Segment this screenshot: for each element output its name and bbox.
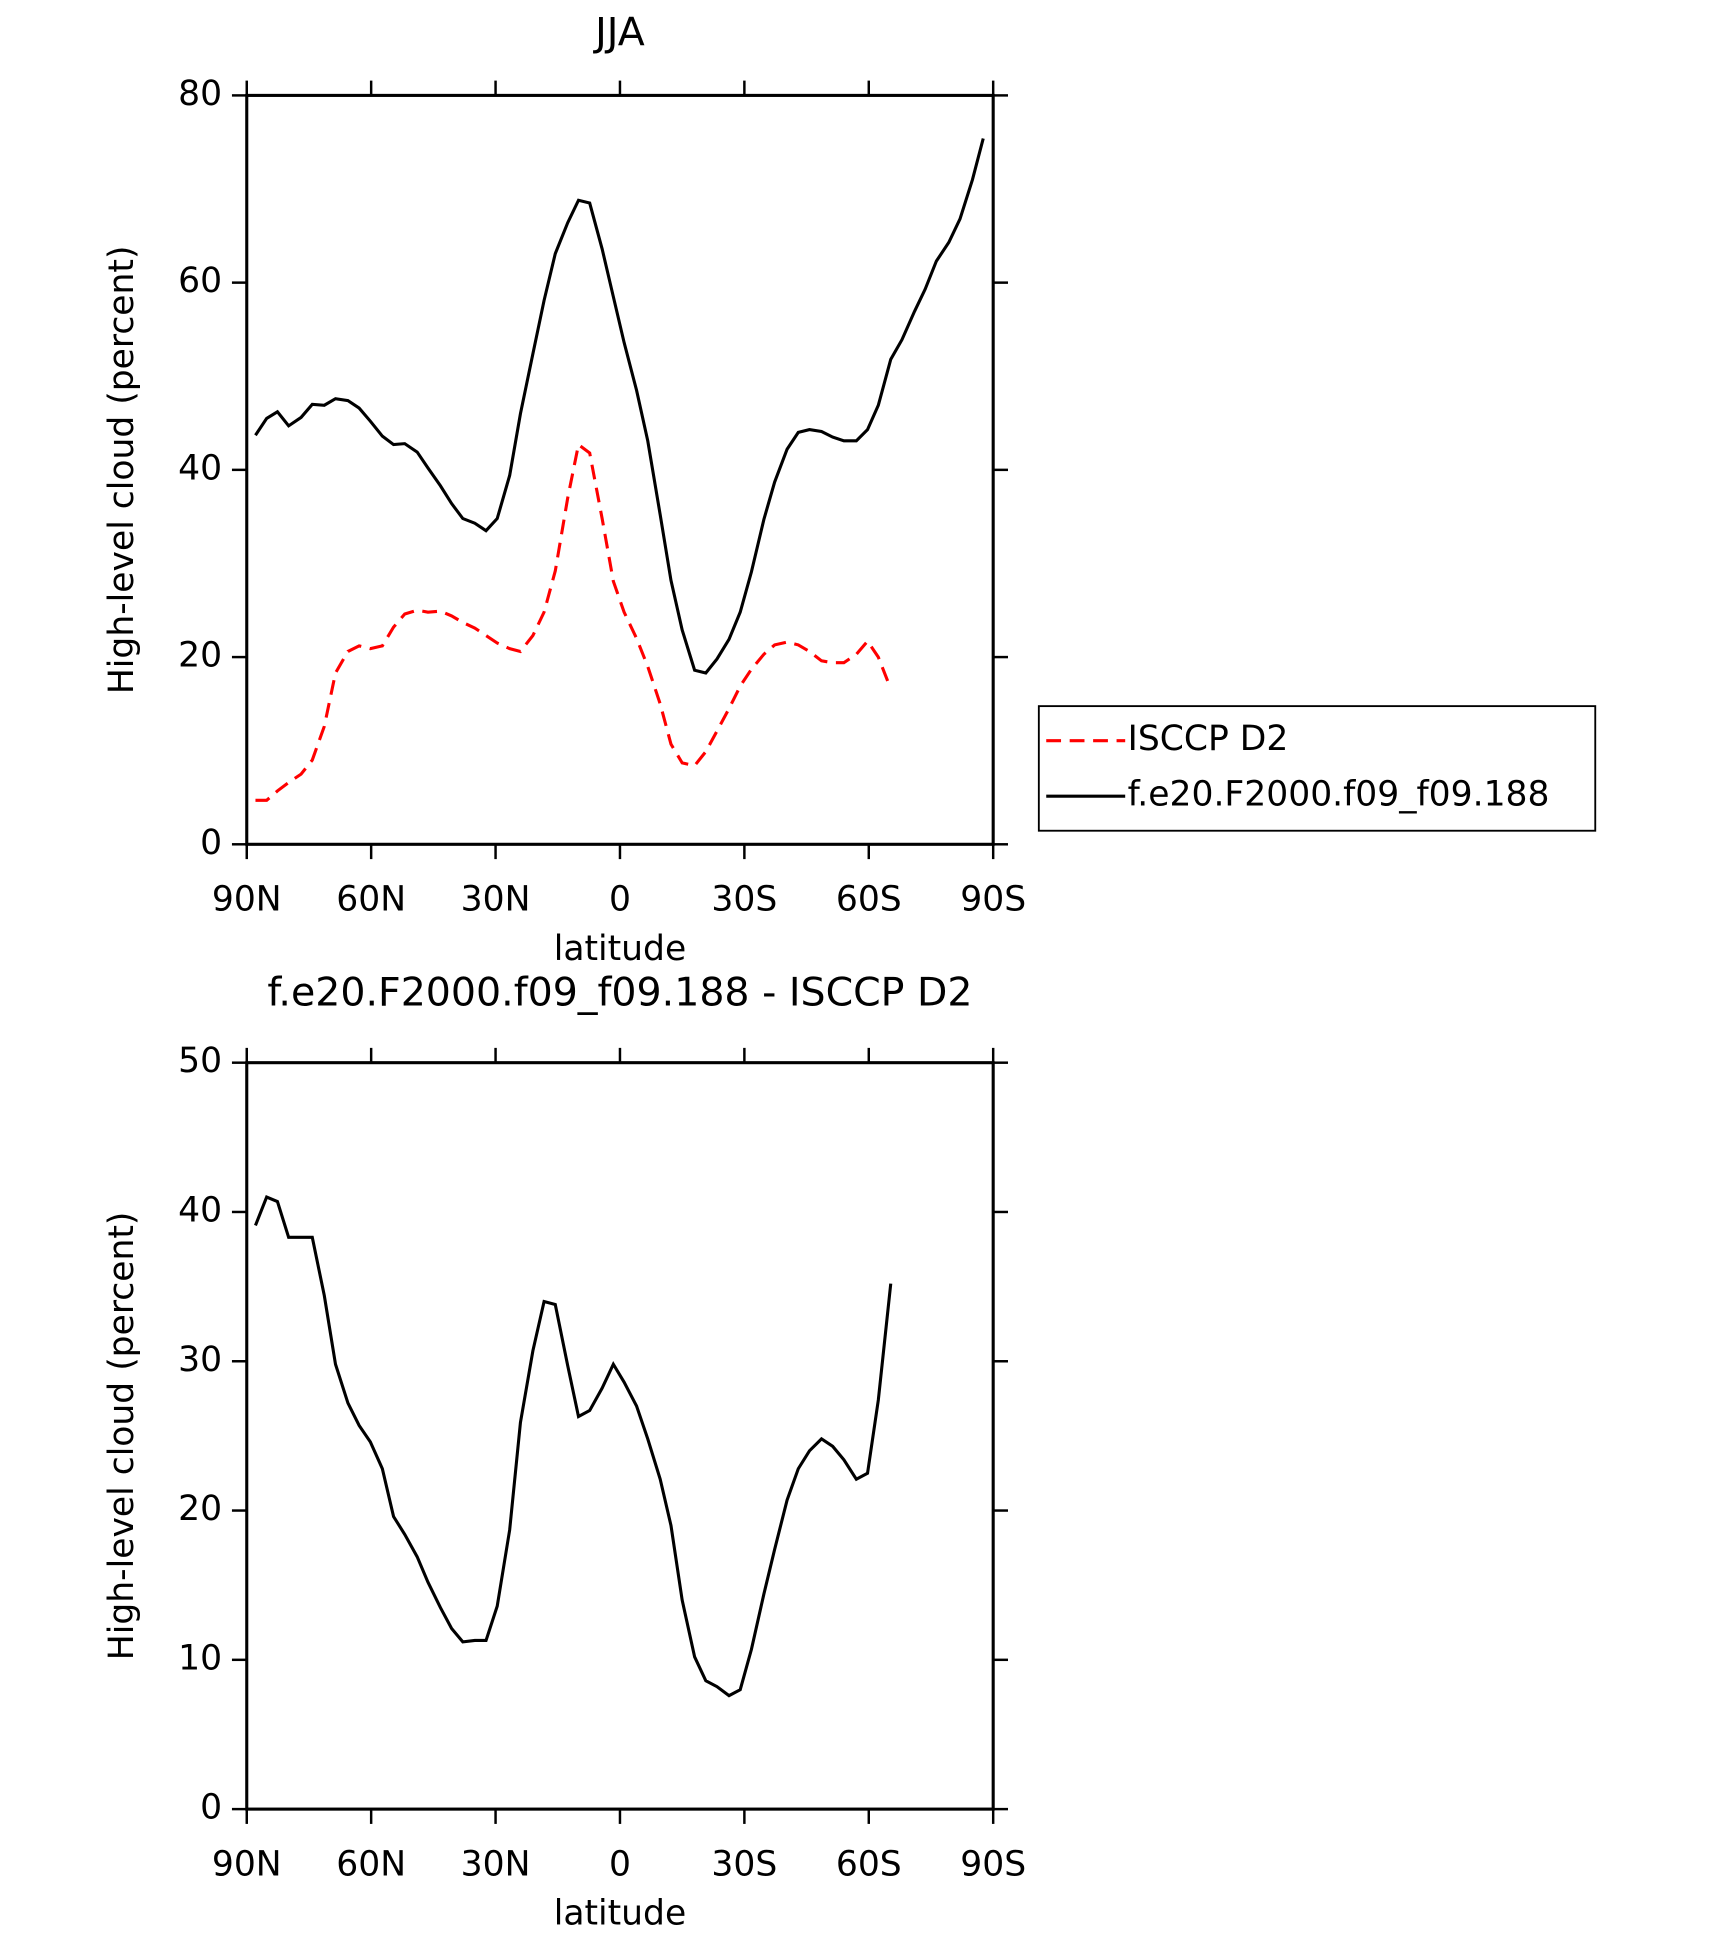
- y-tick-label: 30: [178, 1340, 222, 1380]
- plot-frame: [245, 1061, 995, 1811]
- x-axis-label: latitude: [554, 929, 686, 969]
- y-tick-label: 10: [178, 1638, 222, 1678]
- plot-frame: [245, 93, 995, 846]
- y-tick-label: 20: [178, 1489, 222, 1529]
- y-tick-label: 20: [178, 636, 222, 676]
- legend-box: [1037, 705, 1597, 832]
- series-line: [254, 1195, 893, 1698]
- x-tick-label: 90N: [212, 1844, 282, 1884]
- x-tick-label: 30N: [461, 880, 531, 920]
- x-axis-label: latitude: [554, 1894, 686, 1934]
- x-tick-label: 60N: [336, 880, 406, 920]
- y-tick-label: 0: [200, 823, 222, 863]
- y-tick-label: 40: [178, 448, 222, 488]
- chart-title: f.e20.F2000.f09_f09.188 - ISCCP D2: [267, 969, 972, 1015]
- series-line: [254, 138, 985, 675]
- x-tick-label: 90S: [960, 880, 1026, 920]
- x-tick-label: 0: [609, 1844, 631, 1884]
- x-tick-label: 60S: [836, 1844, 902, 1884]
- y-axis-label: High-level cloud (percent): [102, 1212, 142, 1661]
- chart-title: JJA: [592, 9, 645, 55]
- x-tick-label: 30S: [711, 1844, 777, 1884]
- x-tick-label: 30N: [461, 1844, 531, 1884]
- x-tick-label: 90S: [960, 1844, 1026, 1884]
- legend-label: ISCCP D2: [1128, 719, 1289, 759]
- series-line: [255, 441, 893, 802]
- x-tick-label: 30S: [711, 880, 777, 920]
- y-tick-label: 40: [178, 1190, 222, 1230]
- x-tick-label: 0: [609, 880, 631, 920]
- x-tick-label: 90N: [212, 880, 282, 920]
- y-tick-label: 60: [178, 261, 222, 301]
- y-axis-label: High-level cloud (percent): [102, 246, 142, 695]
- x-tick-label: 60S: [836, 880, 902, 920]
- y-tick-label: 80: [178, 74, 222, 114]
- legend-label: f.e20.F2000.f09_f09.188: [1128, 775, 1550, 815]
- y-tick-label: 0: [200, 1788, 222, 1828]
- y-tick-label: 50: [178, 1041, 222, 1081]
- x-tick-label: 60N: [336, 1844, 406, 1884]
